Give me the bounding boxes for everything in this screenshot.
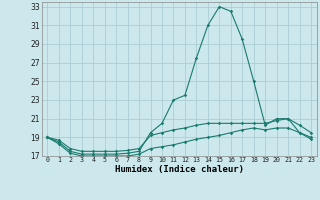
X-axis label: Humidex (Indice chaleur): Humidex (Indice chaleur) xyxy=(115,165,244,174)
